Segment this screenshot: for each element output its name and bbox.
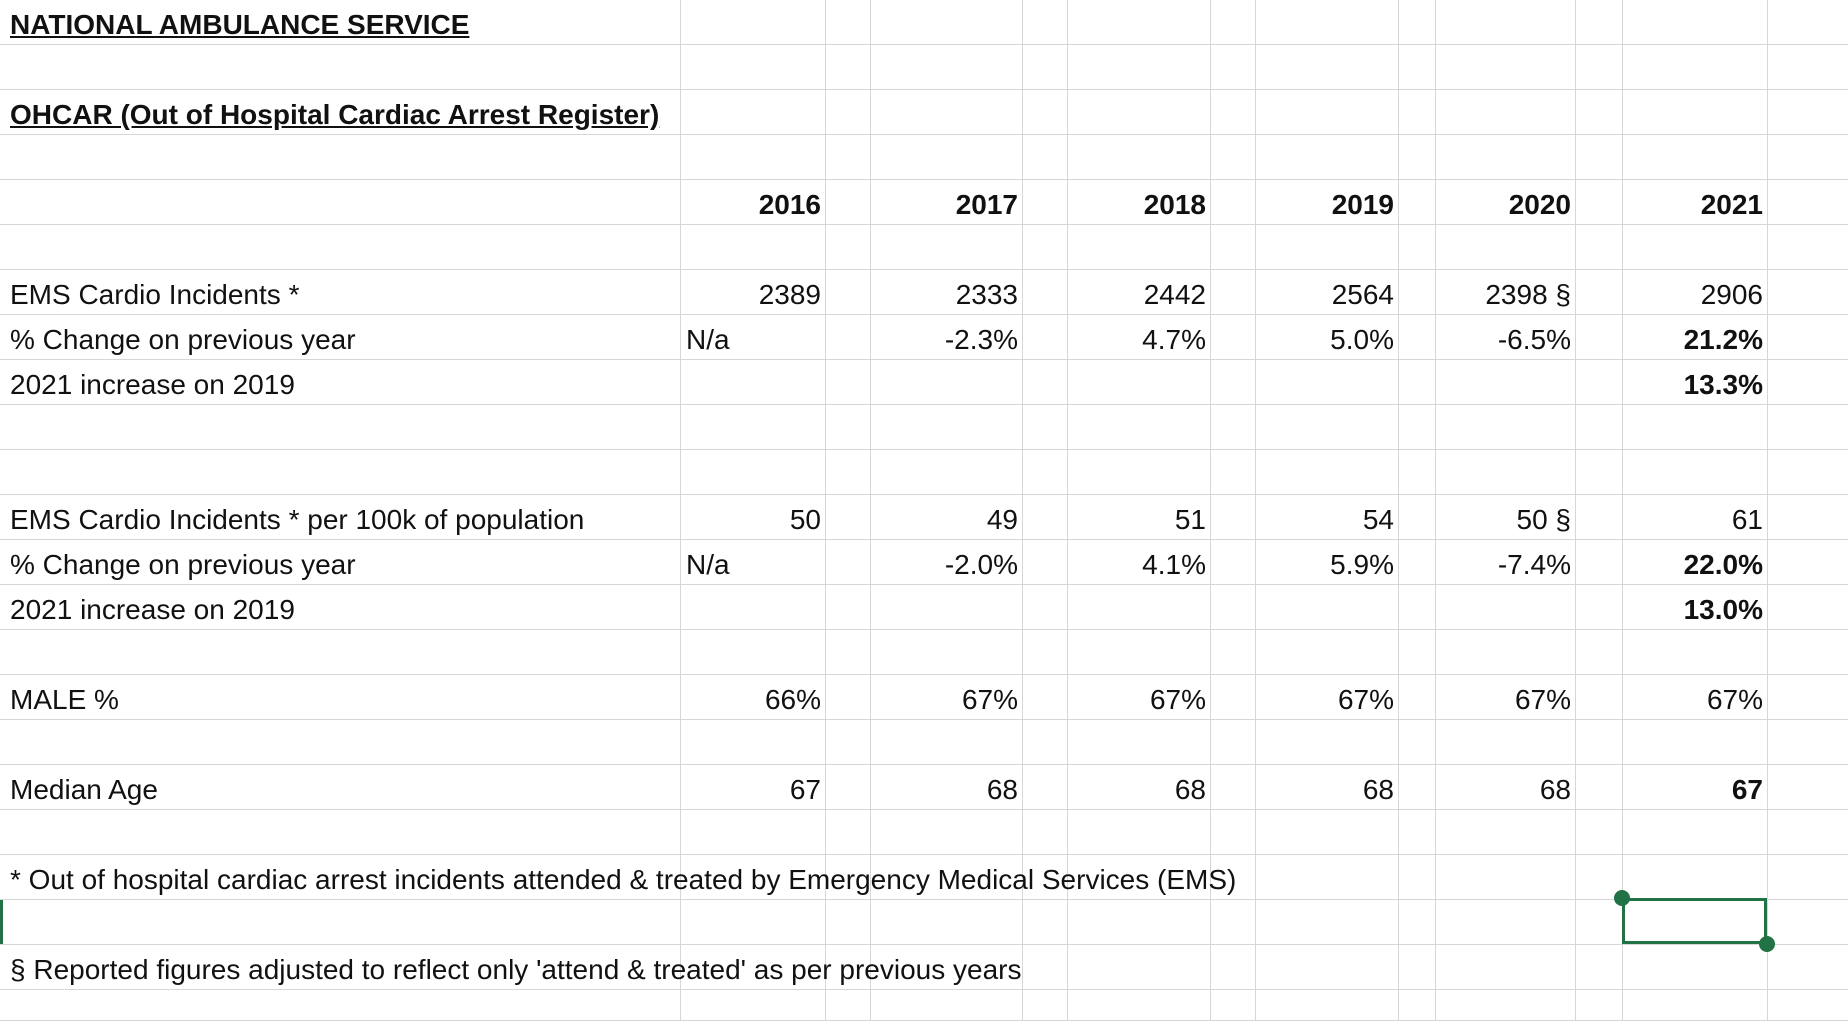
grid-row <box>0 405 1848 450</box>
row-label-male[interactable]: MALE % <box>10 684 119 715</box>
grid-row <box>0 315 1848 360</box>
per100k-change-2017[interactable]: -2.0% <box>944 549 1018 580</box>
per100k-2021[interactable]: 61 <box>1731 504 1763 535</box>
grid-row <box>0 450 1848 495</box>
grid-column <box>1435 0 1436 1021</box>
grid-row <box>0 720 1848 765</box>
grid-row <box>0 855 1848 900</box>
row-label-incidents-change[interactable]: % Change on previous year <box>10 324 356 355</box>
per100k-change-2018[interactable]: 4.1% <box>1142 549 1206 580</box>
incidents-2016[interactable]: 2389 <box>758 279 821 310</box>
grid-column <box>1210 0 1211 1021</box>
median-age-2017[interactable]: 68 <box>986 774 1018 805</box>
footnote-asterisk[interactable]: * Out of hospital cardiac arrest inciden… <box>10 864 1237 895</box>
grid-column <box>680 0 681 1021</box>
incidents-2019[interactable]: 2564 <box>1331 279 1394 310</box>
grid-column <box>1255 0 1256 1021</box>
fill-handle[interactable] <box>1759 936 1775 952</box>
grid-column <box>1398 0 1399 1021</box>
row-label-incidents[interactable]: EMS Cardio Incidents * <box>10 279 300 310</box>
incidents-2021[interactable]: 2906 <box>1700 279 1763 310</box>
incidents-change-2017[interactable]: -2.3% <box>944 324 1018 355</box>
grid-row <box>0 225 1848 270</box>
sheet-subtitle[interactable]: OHCAR (Out of Hospital Cardiac Arrest Re… <box>10 99 660 130</box>
grid-column <box>1622 0 1623 1021</box>
year-header-2016[interactable]: 2016 <box>758 189 821 220</box>
median-age-2020[interactable]: 68 <box>1539 774 1571 805</box>
incidents-change-2020[interactable]: -6.5% <box>1497 324 1571 355</box>
per100k-change-2020[interactable]: -7.4% <box>1497 549 1571 580</box>
year-header-2018[interactable]: 2018 <box>1143 189 1206 220</box>
incidents-change-2016[interactable]: N/a <box>686 324 730 355</box>
per100k-2018[interactable]: 51 <box>1174 504 1206 535</box>
grid-row <box>0 765 1848 810</box>
male-2019[interactable]: 67% <box>1337 684 1394 715</box>
incidents-change-2019[interactable]: 5.0% <box>1330 324 1394 355</box>
row-label-per100k-vs2019[interactable]: 2021 increase on 2019 <box>10 594 295 625</box>
incidents-2017[interactable]: 2333 <box>955 279 1018 310</box>
per100k-2017[interactable]: 49 <box>986 504 1018 535</box>
per100k-change-2021[interactable]: 22.0% <box>1683 549 1763 580</box>
grid-row <box>0 585 1848 630</box>
grid-row <box>0 540 1848 585</box>
row-label-per100k-change[interactable]: % Change on previous year <box>10 549 356 580</box>
grid-row <box>0 45 1848 90</box>
grid-row <box>0 0 1848 45</box>
median-age-2021[interactable]: 67 <box>1731 774 1763 805</box>
per100k-change-2019[interactable]: 5.9% <box>1330 549 1394 580</box>
row-label-incidents-vs2019[interactable]: 2021 increase on 2019 <box>10 369 295 400</box>
grid-column <box>1067 0 1068 1021</box>
incidents-change-2021[interactable]: 21.2% <box>1683 324 1763 355</box>
per100k-change-2016[interactable]: N/a <box>686 549 730 580</box>
per100k-2020[interactable]: 50 § <box>1516 504 1572 535</box>
grid-row <box>0 90 1848 135</box>
grid-column <box>1575 0 1576 1021</box>
year-header-2020[interactable]: 2020 <box>1508 189 1571 220</box>
year-header-2021[interactable]: 2021 <box>1700 189 1763 220</box>
grid-row <box>0 180 1848 225</box>
per100k-2016[interactable]: 50 <box>789 504 821 535</box>
footnote-section[interactable]: § Reported figures adjusted to reflect o… <box>10 954 1022 985</box>
grid-row <box>0 135 1848 180</box>
row-label-per100k[interactable]: EMS Cardio Incidents * per 100k of popul… <box>10 504 585 535</box>
male-2020[interactable]: 67% <box>1514 684 1571 715</box>
grid-row <box>0 675 1848 720</box>
incidents-change-2018[interactable]: 4.7% <box>1142 324 1206 355</box>
active-row-marker <box>0 900 3 944</box>
grid-column <box>870 0 871 1021</box>
male-2016[interactable]: 66% <box>764 684 821 715</box>
year-header-2017[interactable]: 2017 <box>955 189 1018 220</box>
grid-row <box>0 360 1848 405</box>
male-2017[interactable]: 67% <box>961 684 1018 715</box>
per100k-vs2019-2021[interactable]: 13.0% <box>1683 594 1763 625</box>
grid-row <box>0 270 1848 315</box>
active-cell-selection[interactable] <box>1614 890 1775 952</box>
grid-row <box>0 990 1848 1021</box>
median-age-2018[interactable]: 68 <box>1174 774 1206 805</box>
row-label-median-age[interactable]: Median Age <box>10 774 158 805</box>
male-2021[interactable]: 67% <box>1706 684 1763 715</box>
per100k-2019[interactable]: 54 <box>1362 504 1394 535</box>
sheet-title[interactable]: NATIONAL AMBULANCE SERVICE <box>10 9 470 40</box>
grid-column <box>825 0 826 1021</box>
male-2018[interactable]: 67% <box>1149 684 1206 715</box>
selection-handle-top-left[interactable] <box>1614 890 1630 906</box>
median-age-2019[interactable]: 68 <box>1362 774 1394 805</box>
grid-row <box>0 900 1848 945</box>
incidents-2020[interactable]: 2398 § <box>1485 279 1571 310</box>
grid-row <box>0 945 1848 990</box>
incidents-2018[interactable]: 2442 <box>1143 279 1206 310</box>
grid-row <box>0 495 1848 540</box>
median-age-2016[interactable]: 67 <box>789 774 821 805</box>
grid-column <box>1022 0 1023 1021</box>
grid-row <box>0 810 1848 855</box>
year-header-2019[interactable]: 2019 <box>1331 189 1394 220</box>
grid-column <box>1767 0 1768 1021</box>
incidents-vs2019-2021[interactable]: 13.3% <box>1683 369 1763 400</box>
grid-row <box>0 630 1848 675</box>
